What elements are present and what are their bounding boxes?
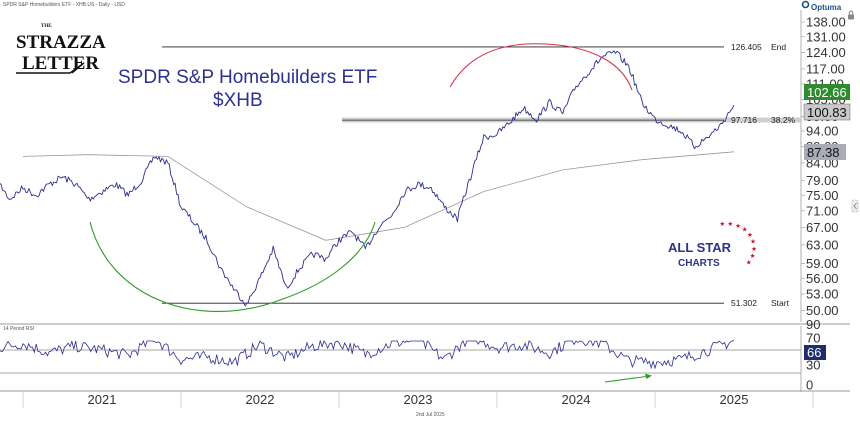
- chart-title: SPDR S&P Homebuilders ETF: [118, 67, 377, 88]
- badge-last-price: 102.66: [804, 84, 850, 100]
- price-tick-label: 138.00: [806, 15, 846, 30]
- red-top-arc: [449, 43, 633, 91]
- price-tick-label: 117.00: [806, 61, 845, 76]
- rsi-tick-label: 90: [806, 317, 820, 332]
- level-tag-label: Start: [771, 298, 790, 308]
- fib-levels: 126.405 End 97.716 38.2% 51.302 Start: [162, 42, 796, 308]
- badge-moving-average: 100.83: [803, 103, 851, 121]
- price-tick-label: 53.00: [806, 286, 839, 301]
- star-mark: ★: [719, 220, 725, 228]
- optuma-logo: Optuma: [801, 0, 842, 12]
- year-tick-label: 2024: [562, 392, 591, 407]
- price-tick-label: 94.00: [806, 124, 839, 139]
- price-axis: 138.00131.00124.00117.00111.00105.0099.0…: [801, 15, 846, 318]
- year-tick-label: 2023: [404, 392, 433, 407]
- star-mark: ★: [746, 258, 752, 266]
- lock-icon: [848, 10, 854, 20]
- badge-long-average-text: 87.38: [807, 145, 840, 160]
- price-series-line: [0, 50, 735, 307]
- badge-rsi-text: 66: [807, 345, 821, 360]
- rsi-tick-label: 30: [806, 357, 820, 372]
- price-tick-label: 75.00: [806, 188, 839, 203]
- year-tick-label: 2025: [720, 392, 749, 407]
- logo-line-2: LETTER: [22, 53, 99, 74]
- level-value-label: 126.405: [731, 42, 762, 52]
- strazza-letter-logo: THE STRAZZA LETTER: [16, 24, 106, 74]
- scroll-handle[interactable]: [851, 199, 859, 213]
- rsi-series-line: [0, 339, 735, 370]
- level-value-label: 97.716: [731, 115, 757, 125]
- optuma-icon: [801, 0, 810, 9]
- year-separators: [22, 391, 814, 408]
- chart-subtitle: $XHB: [213, 90, 263, 111]
- star-mark: ★: [750, 238, 756, 246]
- price-tick-label: 50.00: [806, 303, 839, 318]
- badge-last-price-text: 102.66: [807, 85, 847, 100]
- price-tick-label: 124.00: [806, 45, 846, 60]
- price-tick-label: 67.00: [806, 220, 839, 235]
- logo-line-1: STRAZZA: [16, 32, 106, 53]
- allstar-line-1: ALL STAR: [668, 240, 732, 255]
- star-ring-icon: ★ ★ ★★★★★★★: [719, 220, 757, 266]
- price-tick-label: 56.00: [806, 271, 839, 286]
- star-mark: ★: [727, 220, 733, 228]
- price-tick-label: 79.00: [806, 173, 839, 188]
- allstar-line-2: CHARTS: [678, 258, 720, 269]
- source-line: SPDR S&P Homebuilders ETF - XHB.US - Dai…: [3, 2, 125, 8]
- rsi-tick-label: 70: [806, 331, 820, 346]
- all-star-charts-logo: ALL STAR CHARTS ★ ★ ★★★★★★★: [668, 220, 757, 269]
- rsi-panel-title: 14 Period RSI: [3, 326, 34, 332]
- time-axis: 202120222023202420252026: [88, 392, 749, 407]
- level-value-label: 51.302: [731, 298, 757, 308]
- badge-long-average: 87.38: [804, 144, 846, 160]
- level-tag-label: 38.2%: [771, 115, 796, 125]
- level-tag-label: End: [771, 42, 786, 52]
- price-tick-label: 63.00: [806, 237, 839, 252]
- rsi-divergence-arrow: [604, 373, 652, 383]
- price-tick-label: 71.00: [806, 203, 839, 218]
- year-tick-label: 2022: [246, 392, 275, 407]
- price-tick-label: 59.00: [806, 256, 839, 271]
- badge-rsi: 66: [804, 345, 826, 360]
- star-mark: ★: [750, 252, 756, 260]
- green-bottom-arc: [89, 221, 376, 312]
- pen-icon: [16, 62, 85, 74]
- star-mark: ★: [735, 222, 741, 230]
- vendor-name: Optuma: [811, 3, 842, 12]
- star-mark: ★: [742, 226, 748, 234]
- badge-moving-average-text: 100.83: [807, 105, 847, 120]
- rsi-tick-label: 0: [806, 378, 813, 393]
- logo-top-word: THE: [41, 24, 52, 29]
- moving-average-line: [22, 151, 735, 241]
- year-tick-label: 2021: [88, 392, 117, 407]
- star-mark: ★: [751, 245, 757, 253]
- star-mark: ★: [747, 231, 753, 239]
- footer-date: 2nd Jul 2025: [416, 412, 445, 418]
- price-tick-label: 131.00: [806, 29, 846, 44]
